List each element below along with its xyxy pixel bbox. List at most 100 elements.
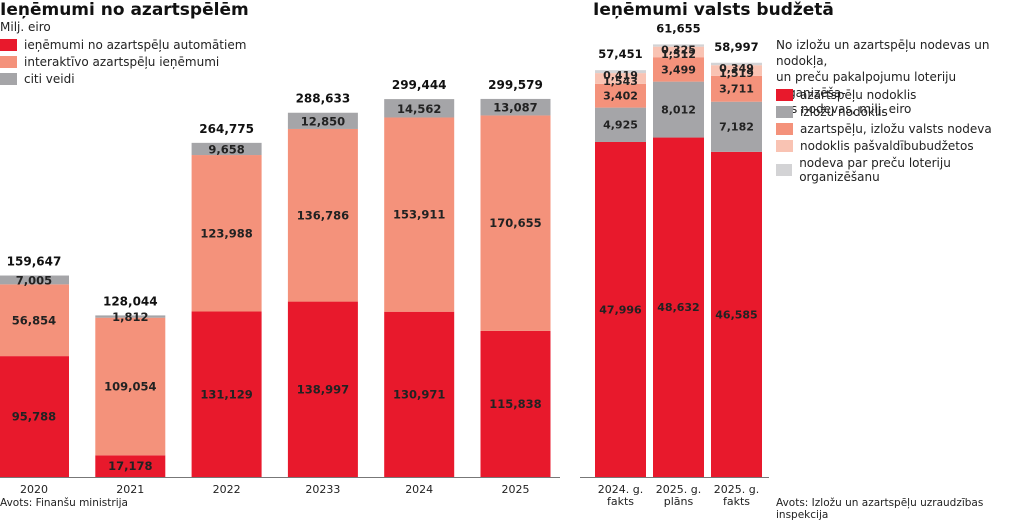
- legend-label: nodeva par preču loteriju organizēšanu: [799, 156, 951, 184]
- bar-segment-3-2: [711, 75, 762, 102]
- x-tick-label: 2020: [20, 483, 48, 496]
- data-label: 138,997: [297, 382, 349, 396]
- total-label: 61,655: [656, 21, 700, 35]
- legend-item-goods-lottery-fee: nodeva par preču loteriju organizēšanu: [776, 156, 1024, 184]
- data-label: 3,402: [603, 90, 638, 103]
- bar-segment-6-0: [384, 311, 455, 477]
- legend-item-interactive: interaktīvo azartspēļu ieņēmumi: [0, 55, 219, 69]
- data-label: 9,658: [208, 142, 244, 156]
- data-label: 131,129: [200, 387, 252, 401]
- data-label: 46,585: [715, 308, 757, 321]
- legend-swatch: [0, 56, 17, 68]
- bar-segment-6-1: [191, 155, 262, 312]
- data-label: 1,519: [719, 67, 754, 80]
- bar-segment-6-0: [287, 301, 358, 477]
- bar-segment-6-1: [480, 115, 551, 331]
- bar-segment-6-2: [95, 315, 166, 318]
- data-label: 3,711: [719, 83, 754, 96]
- bar-segment-6-0: [95, 455, 166, 477]
- bar-segment-3-4: [653, 44, 704, 47]
- data-label: 115,838: [489, 397, 541, 411]
- total-label: 264,775: [199, 122, 254, 136]
- right-chart-note: No izložu un azartspēļu nodevas un nodok…: [776, 37, 1024, 117]
- x-tick-label: 2024: [405, 483, 433, 496]
- data-label: 13,087: [493, 101, 537, 115]
- bar-segment-3-2: [595, 83, 646, 108]
- legend-swatch: [0, 39, 17, 51]
- bar-segment-3-0: [653, 137, 704, 477]
- legend-swatch: [776, 106, 793, 118]
- bar-segment-6-0: [0, 356, 69, 477]
- x-tick-label: fakts: [607, 495, 634, 508]
- legend-label: izložu nodoklis: [800, 105, 888, 119]
- bar-segment-6-1: [0, 284, 69, 357]
- data-label: 48,632: [657, 301, 699, 314]
- x-tick-label: 2021: [116, 483, 144, 496]
- data-label: 1,512: [661, 48, 696, 61]
- bar-segment-3-3: [653, 46, 704, 58]
- x-tick-label: plāns: [664, 495, 694, 508]
- data-label: 12,850: [301, 114, 345, 128]
- bar-segment-6-2: [0, 275, 69, 285]
- x-tick-label: 2024. g.: [598, 483, 643, 496]
- data-label: 4,925: [603, 119, 638, 132]
- data-label: 0,325: [661, 43, 696, 56]
- total-label: 58,997: [714, 40, 758, 54]
- data-label: 153,911: [393, 208, 445, 222]
- bar-segment-6-0: [480, 330, 551, 477]
- x-tick-label: 2025. g.: [714, 483, 759, 496]
- bar-segment-6-1: [384, 117, 455, 312]
- legend-swatch: [776, 89, 793, 101]
- bar-segment-3-4: [595, 70, 646, 74]
- bar-segment-3-3: [595, 73, 646, 84]
- bar-segment-6-2: [480, 98, 551, 116]
- legend-label: azartspēļu, izložu valsts nodeva: [800, 122, 992, 136]
- x-tick-label: fakts: [723, 495, 750, 508]
- bar-segment-3-2: [653, 57, 704, 82]
- bar-segment-3-1: [595, 107, 646, 142]
- bar-segment-6-0: [191, 311, 262, 477]
- bar-segment-6-2: [191, 142, 262, 156]
- legend-item-municipal-tax: nodoklis pašvaldībubudžetos: [776, 139, 974, 153]
- legend-label: citi veidi: [24, 72, 75, 86]
- legend-item-other: citi veidi: [0, 72, 75, 86]
- data-label: 1,543: [603, 75, 638, 88]
- data-label: 7,182: [719, 121, 754, 134]
- data-label: 130,971: [393, 387, 445, 401]
- left-chart-unit: Milj. eiro: [0, 20, 51, 34]
- legend-item-state-fee: azartspēļu, izložu valsts nodeva: [776, 122, 992, 136]
- right-chart-title: Ieņēmumi valsts budžetā: [593, 0, 834, 20]
- data-label: 109,054: [104, 380, 156, 394]
- x-tick-label: 2025: [502, 483, 530, 496]
- left-chart-title: Ieņēmumi no azartspēlēm: [0, 0, 249, 20]
- legend-swatch: [0, 73, 17, 85]
- data-label: 56,854: [12, 313, 56, 327]
- data-label: 136,786: [297, 208, 349, 222]
- legend-swatch: [776, 164, 793, 176]
- bar-segment-6-1: [287, 128, 358, 302]
- data-label: 0,349: [719, 62, 754, 75]
- x-tick-label: 2025. g.: [656, 483, 701, 496]
- total-label: 288,633: [296, 92, 351, 106]
- bar-segment-3-0: [595, 141, 646, 477]
- bar-segment-6-2: [384, 99, 455, 118]
- legend-item-lottery-tax: izložu nodoklis: [776, 105, 888, 119]
- data-label: 47,996: [599, 303, 642, 316]
- left-chart-source: Avots: Finanšu ministrija: [0, 497, 128, 509]
- bar-segment-6-1: [95, 317, 166, 456]
- x-tick-label: 20233: [305, 483, 340, 496]
- legend-label: ieņēmumi no azartspēļu automātiem: [24, 38, 247, 52]
- total-label: 299,444: [392, 78, 447, 92]
- data-label: 17,178: [108, 459, 152, 473]
- total-label: 128,044: [103, 294, 158, 308]
- bar-segment-3-3: [711, 65, 762, 76]
- total-label: 299,579: [488, 78, 543, 92]
- bar-segment-3-1: [653, 81, 704, 138]
- legend-label: nodoklis pašvaldībubudžetos: [800, 139, 974, 153]
- data-label: 7,005: [16, 273, 52, 287]
- x-tick-label: 2022: [213, 483, 241, 496]
- legend-label: interaktīvo azartspēļu ieņēmumi: [24, 55, 220, 69]
- bar-segment-3-4: [711, 62, 762, 66]
- legend-swatch: [776, 140, 793, 152]
